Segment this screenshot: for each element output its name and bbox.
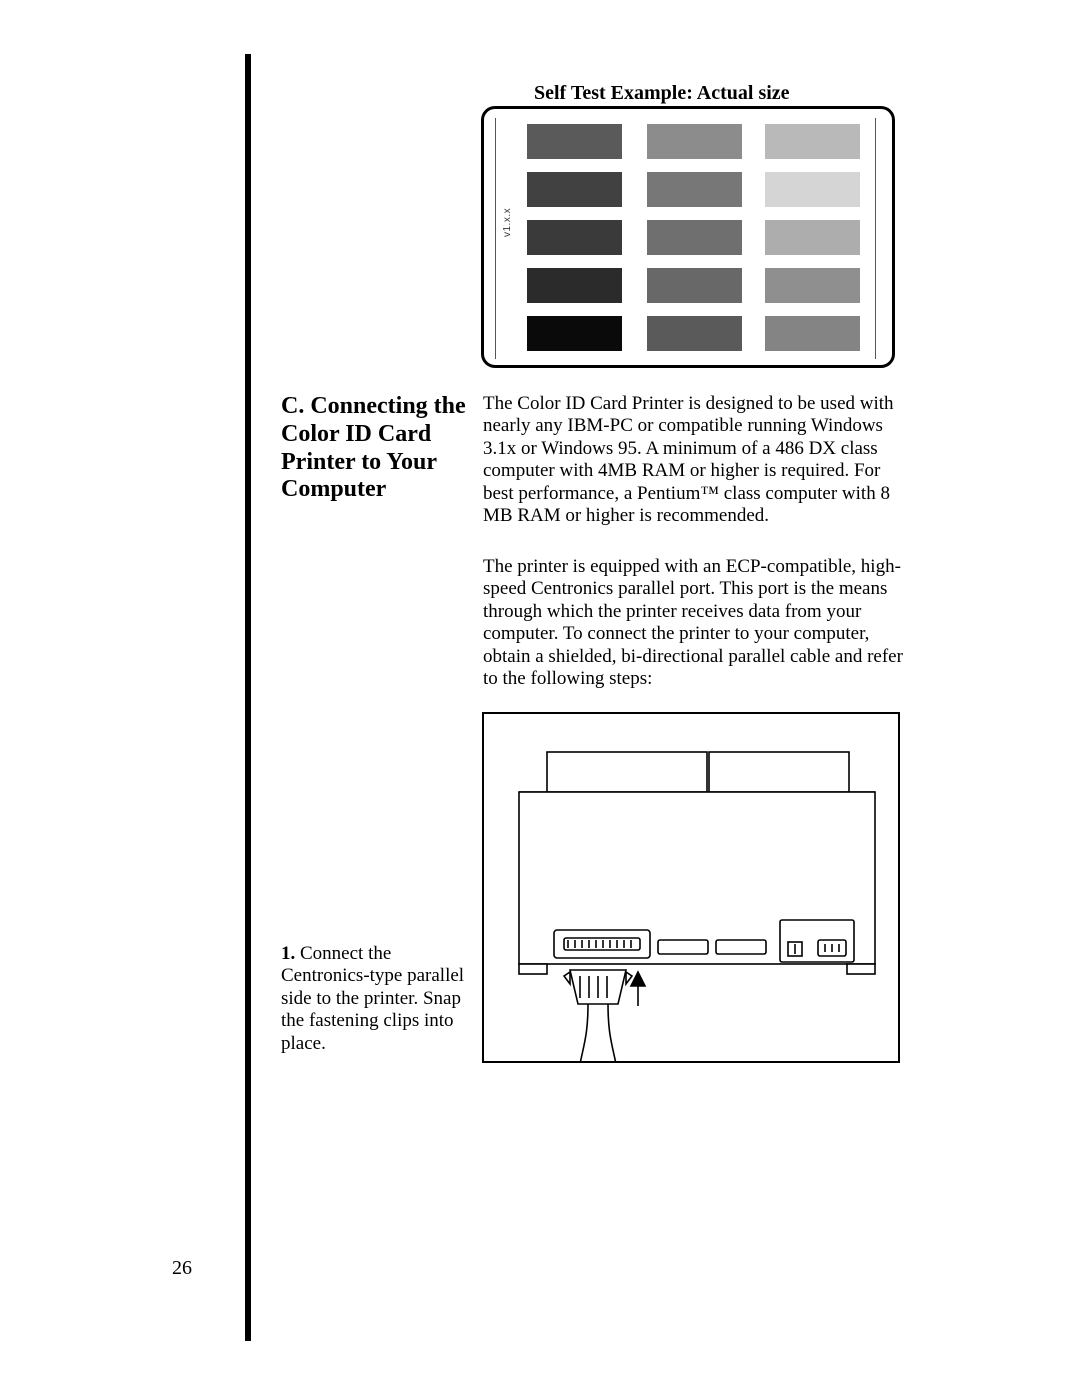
step-body: Connect the Centronics-type parallel sid… <box>281 943 464 1054</box>
self-test-card: v1.x.x <box>481 106 895 368</box>
swatch <box>765 220 860 255</box>
manual-page: 26 Self Test Example: Actual size v1.x.x… <box>0 0 1080 1397</box>
body-paragraph-2: The printer is equipped with an ECP-comp… <box>483 556 903 690</box>
step-1-text: 1. Connect the Centronics-type parallel … <box>281 943 466 1055</box>
swatch <box>765 124 860 159</box>
step-number: 1. <box>281 943 295 964</box>
swatch <box>527 268 622 303</box>
printer-figure <box>482 712 900 1063</box>
swatch <box>527 220 622 255</box>
swatch <box>647 268 742 303</box>
swatch <box>765 316 860 351</box>
swatch <box>527 172 622 207</box>
card-inner-guide-right <box>875 118 881 359</box>
body-paragraph-1: The Color ID Card Printer is designed to… <box>483 393 903 527</box>
swatch <box>527 124 622 159</box>
swatch <box>527 316 622 351</box>
swatch <box>765 172 860 207</box>
section-heading: C. Connecting the Color ID Card Printer … <box>281 393 471 504</box>
swatch <box>647 124 742 159</box>
page-number: 26 <box>172 1257 192 1280</box>
self-test-caption: Self Test Example: Actual size <box>534 82 790 105</box>
swatch <box>765 268 860 303</box>
vertical-rule <box>245 54 251 1341</box>
swatch <box>647 172 742 207</box>
card-inner-guide-left <box>495 118 501 359</box>
version-label: v1.x.x <box>502 208 513 237</box>
swatch <box>647 220 742 255</box>
swatch <box>647 316 742 351</box>
printer-svg <box>484 714 898 1061</box>
